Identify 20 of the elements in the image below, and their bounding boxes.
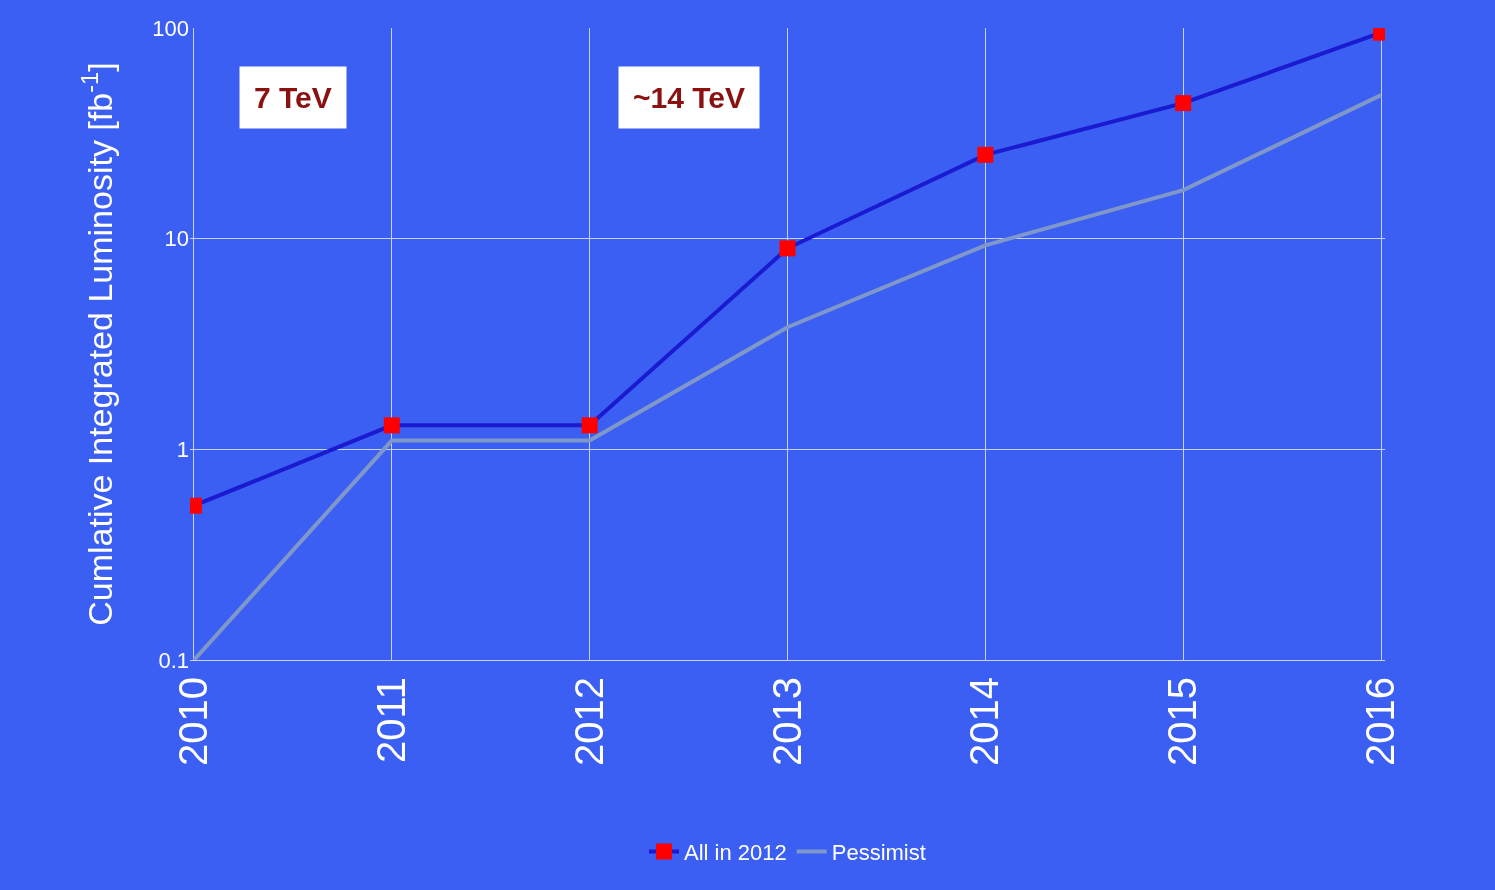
y-tick-label: 0.1 xyxy=(158,647,189,673)
legend-label: Pessimist xyxy=(831,840,926,866)
x-tick-label: 2010 xyxy=(170,677,215,766)
y-tick-label: 1 xyxy=(176,437,189,463)
x-tick-label: 2016 xyxy=(1358,677,1403,766)
x-tick-label: 2015 xyxy=(1160,677,1205,766)
point xyxy=(581,417,598,434)
point xyxy=(779,240,796,257)
point xyxy=(1175,95,1192,112)
legend-label: All in 2012 xyxy=(684,840,787,866)
y-tick-label: 10 xyxy=(164,226,189,252)
y-tick-label: 100 xyxy=(152,15,189,41)
x-tick-label: 2014 xyxy=(962,677,1007,766)
annotation: 7 TeV xyxy=(254,81,332,114)
point xyxy=(383,417,400,434)
x-tick-label: 2013 xyxy=(764,677,809,766)
x-tick-label: 2011 xyxy=(368,677,413,764)
point xyxy=(977,146,994,163)
annotation: ~14 TeV xyxy=(633,81,746,114)
x-tick-label: 2012 xyxy=(566,677,611,766)
